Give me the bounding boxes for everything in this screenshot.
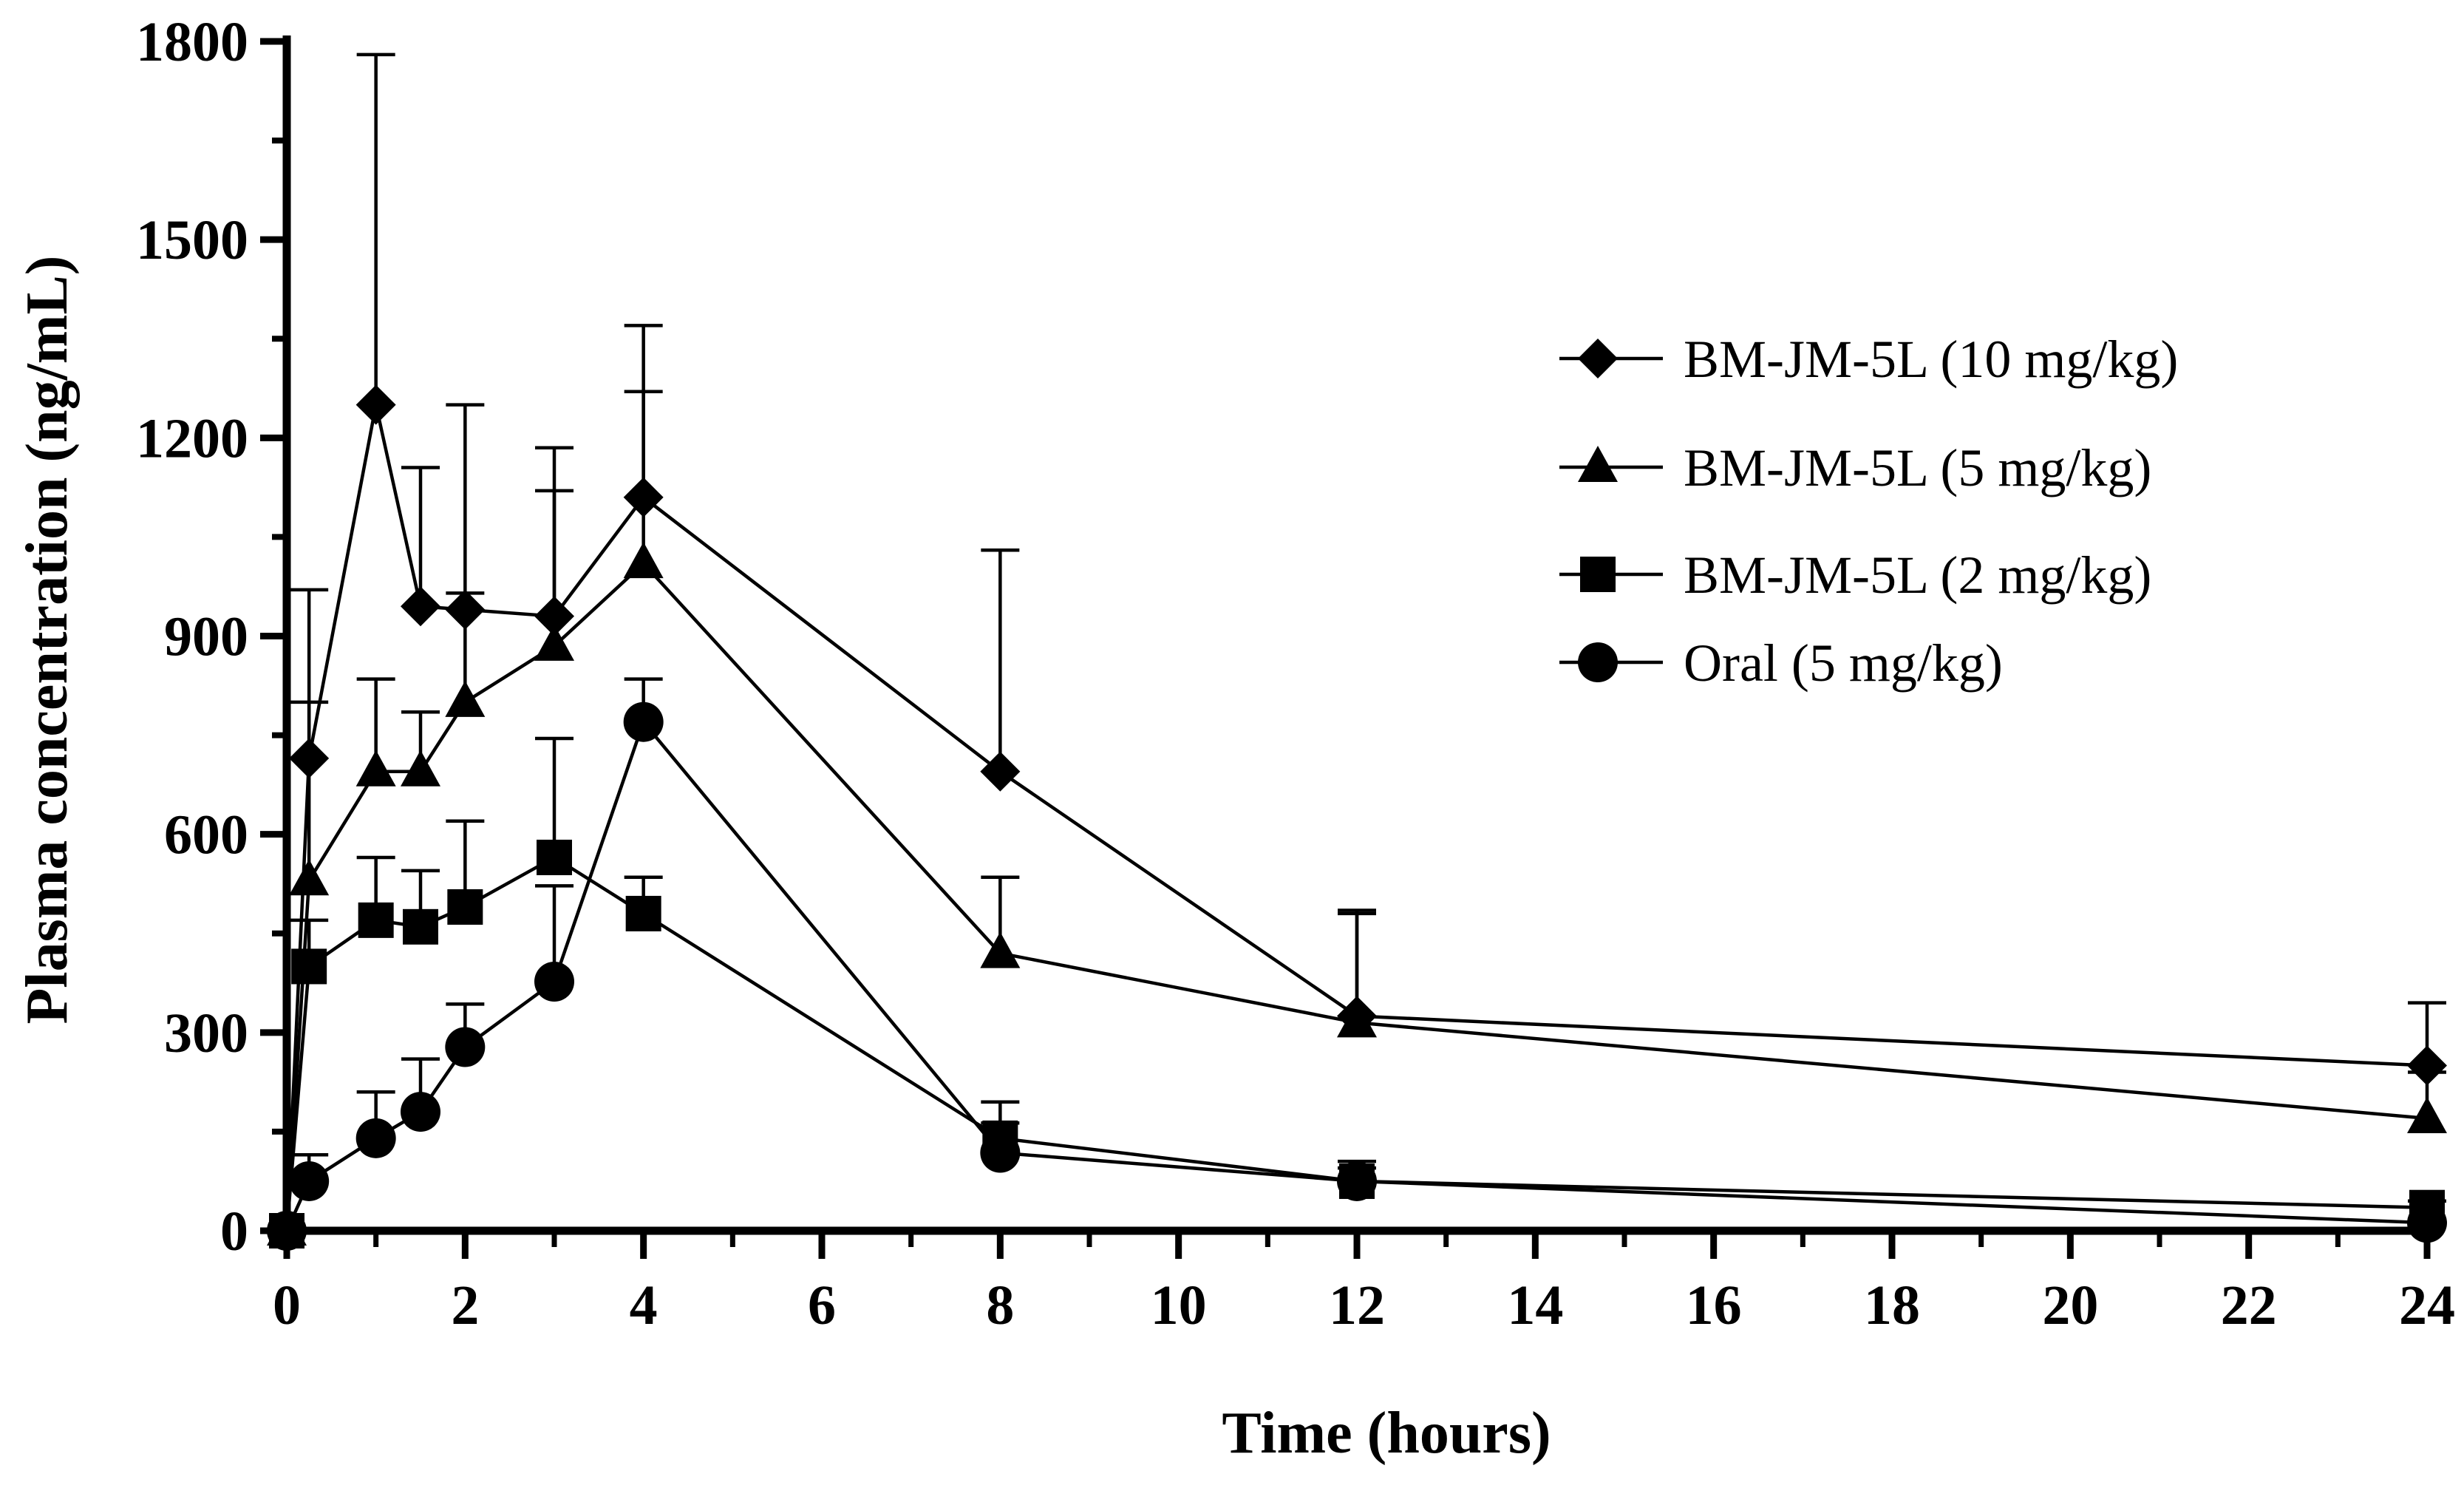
y-tick-label: 1800	[136, 11, 248, 73]
legend-marker	[1578, 339, 1618, 378]
series-layer	[267, 52, 2447, 1251]
x-tick-label: 8	[986, 1274, 1014, 1336]
x-tick-label: 4	[630, 1274, 658, 1336]
series-diamond	[267, 52, 2447, 1251]
data-point	[355, 1118, 396, 1158]
y-axis-title: Plasma concentration (ng/mL)	[15, 256, 80, 1025]
data-point	[358, 902, 394, 938]
legend-marker	[1580, 557, 1616, 592]
series-line	[285, 855, 2428, 1231]
x-tick-label: 14	[1507, 1274, 1563, 1336]
data-point	[445, 1027, 486, 1067]
x-tick-label: 20	[2042, 1274, 2098, 1336]
data-point	[291, 948, 327, 985]
legend-label: BM-JM-5L (2 mg/kg)	[1684, 546, 2151, 605]
legend-item: BM-JM-5L (2 mg/kg)	[1559, 546, 2151, 605]
x-tick-label: 6	[808, 1274, 836, 1336]
legend-marker	[1578, 446, 1618, 482]
series-triangle	[267, 390, 2447, 1246]
x-tick-label: 12	[1329, 1274, 1385, 1336]
data-point	[534, 962, 574, 1002]
y-tick-label: 0	[220, 1200, 248, 1263]
axes	[282, 35, 2430, 1235]
data-point	[623, 542, 664, 579]
legend-label: Oral (5 mg/kg)	[1684, 633, 2003, 693]
x-tick-label: 0	[273, 1274, 301, 1336]
data-point	[289, 1161, 330, 1201]
legend-item: BM-JM-5L (10 mg/kg)	[1559, 330, 2178, 389]
legend-item: BM-JM-5L (5 mg/kg)	[1559, 438, 2151, 497]
data-point	[2407, 1203, 2447, 1243]
data-point	[2407, 1045, 2447, 1086]
data-point	[401, 1092, 440, 1132]
series-line	[285, 718, 2428, 1231]
data-point	[401, 750, 440, 787]
x-tick-label: 16	[1686, 1274, 1742, 1336]
data-point	[1337, 1161, 1377, 1201]
x-axis-title: Time (hours)	[1222, 1401, 1551, 1466]
data-point	[534, 624, 574, 661]
x-tick-labels: 0 2 4 6 8 10 12 14 16 18 20 22 24	[273, 1274, 2455, 1336]
data-point	[2407, 1097, 2447, 1134]
x-tick-label: 18	[1864, 1274, 1920, 1336]
y-tick-label: 1200	[136, 407, 248, 469]
data-point	[267, 1211, 307, 1251]
legend-label: BM-JM-5L (10 mg/kg)	[1684, 330, 2178, 389]
series-line	[285, 560, 2428, 1231]
data-point	[1337, 1001, 1377, 1038]
data-point	[403, 908, 438, 945]
data-point	[980, 751, 1021, 792]
tick-marks	[260, 38, 2431, 1259]
y-tick-label: 300	[164, 1002, 248, 1064]
y-tick-label: 600	[164, 804, 248, 866]
data-point	[980, 1132, 1021, 1173]
y-tick-label: 1500	[136, 209, 248, 271]
data-point	[401, 586, 440, 627]
x-tick-label: 24	[2399, 1274, 2455, 1336]
y-tick-label: 900	[164, 606, 248, 668]
series-line	[285, 404, 2428, 1231]
data-point	[623, 701, 664, 742]
data-point	[355, 384, 396, 425]
series-circle	[267, 677, 2447, 1251]
data-point	[447, 889, 483, 925]
y-tick-labels: 0 300 600 900 1200 1500 1800	[136, 11, 248, 1263]
data-point	[445, 680, 486, 717]
data-point	[625, 895, 661, 931]
data-point	[537, 839, 572, 875]
x-tick-label: 10	[1151, 1274, 1207, 1336]
legend-item: Oral (5 mg/kg)	[1559, 633, 2003, 693]
data-point	[289, 859, 330, 896]
legend-marker	[1578, 642, 1618, 682]
data-point	[355, 750, 396, 787]
x-tick-label: 2	[451, 1274, 479, 1336]
legend: BM-JM-5L (10 mg/kg) BM-JM-5L (5 mg/kg) BM-…	[1559, 330, 2178, 693]
x-tick-label: 22	[2221, 1274, 2277, 1336]
data-point	[980, 931, 1021, 968]
legend-label: BM-JM-5L (5 mg/kg)	[1684, 438, 2151, 497]
